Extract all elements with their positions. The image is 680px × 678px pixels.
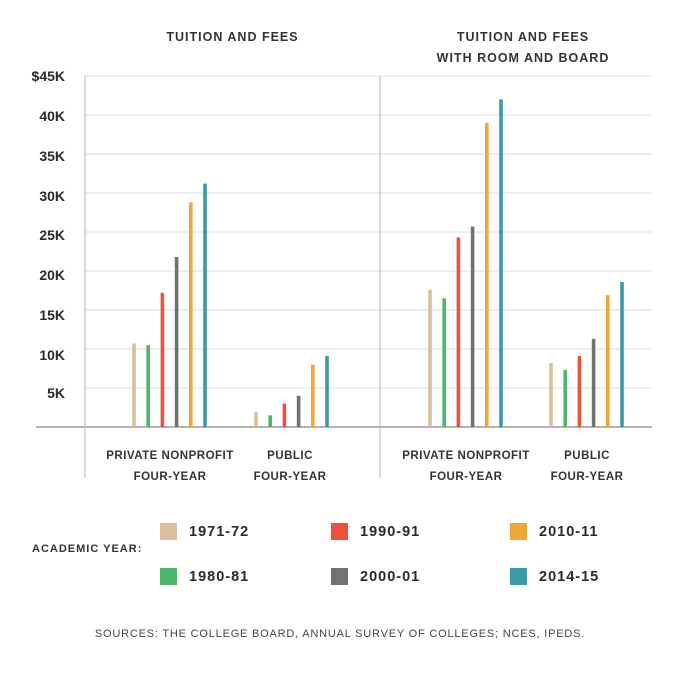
bar-1980-81 bbox=[146, 345, 150, 427]
panel-title-room-board-line-1: TUITION AND FEES bbox=[456, 30, 590, 44]
bar-1990-91 bbox=[160, 292, 165, 427]
bar-2000-01 bbox=[591, 338, 596, 427]
category-label-room-board-public: PUBLIC FOUR-YEAR bbox=[537, 446, 637, 488]
category-label-line-2: FOUR-YEAR bbox=[253, 471, 327, 483]
legend-swatch-2000-01 bbox=[331, 568, 348, 585]
legend-item-2010-11: 2010-11 bbox=[510, 523, 598, 540]
y-tick-label-15k: 15K bbox=[39, 307, 65, 323]
bar-1980-81 bbox=[268, 415, 272, 427]
bar-2014-15 bbox=[499, 99, 503, 428]
bar-2010-11 bbox=[606, 295, 610, 427]
y-tick-label-10k: 10K bbox=[39, 347, 65, 363]
legend-swatch-2014-15 bbox=[510, 568, 527, 585]
legend-label-2010-11: 2010-11 bbox=[539, 523, 599, 540]
legend-label-1980-81: 1980-81 bbox=[189, 568, 250, 585]
y-tick-label-30k: 30K bbox=[39, 188, 65, 204]
bar-2000-01 bbox=[174, 256, 179, 427]
bar-2014-15 bbox=[620, 281, 624, 427]
category-label-tuition-private: PRIVATE NONPROFIT FOUR-YEAR bbox=[100, 446, 240, 488]
legend-label-2014-15: 2014-15 bbox=[539, 568, 600, 585]
bar-1990-91 bbox=[577, 356, 582, 427]
legend-label-2000-01: 2000-01 bbox=[360, 568, 421, 585]
category-label-line-2: FOUR-YEAR bbox=[429, 471, 503, 483]
bar-1990-91 bbox=[456, 237, 461, 427]
y-tick-label-5k: 5K bbox=[47, 385, 65, 401]
legend-item-1971-72: 1971-72 bbox=[160, 523, 249, 540]
bar-2010-11 bbox=[189, 202, 193, 427]
bar-1971-72 bbox=[254, 412, 258, 427]
source-note: SOURCES: THE COLLEGE BOARD, ANNUAL SURVE… bbox=[94, 628, 586, 640]
category-label-line-1: PRIVATE NONPROFIT bbox=[402, 450, 530, 462]
category-label-line-1: PUBLIC bbox=[564, 450, 610, 462]
legend-item-2000-01: 2000-01 bbox=[331, 568, 420, 585]
bar-1971-72 bbox=[549, 363, 553, 427]
bar-2014-15 bbox=[203, 183, 207, 427]
y-tick-label-45k: $45K bbox=[31, 68, 65, 84]
y-tick-label-25k: 25K bbox=[39, 227, 65, 243]
legend-label-1971-72: 1971-72 bbox=[189, 523, 250, 540]
category-label-line-2: FOUR-YEAR bbox=[133, 471, 207, 483]
legend-swatch-2010-11 bbox=[510, 523, 527, 540]
category-label-room-board-private: PRIVATE NONPROFIT FOUR-YEAR bbox=[396, 446, 536, 488]
bar-1971-72 bbox=[132, 343, 136, 427]
panel-title-tuition-line-1: TUITION AND FEES bbox=[166, 30, 299, 44]
legend-item-1980-81: 1980-81 bbox=[160, 568, 249, 585]
bar-2014-15 bbox=[325, 356, 329, 427]
bar-1980-81 bbox=[563, 370, 567, 427]
bar-2000-01 bbox=[470, 226, 475, 427]
legend-swatch-1980-81 bbox=[160, 568, 177, 585]
legend-item-2014-15: 2014-15 bbox=[510, 568, 599, 585]
legend-swatch-1971-72 bbox=[160, 523, 177, 540]
category-label-line-1: PUBLIC bbox=[267, 450, 313, 462]
legend-title: ACADEMIC YEAR: bbox=[32, 543, 143, 555]
bar-1971-72 bbox=[428, 289, 432, 427]
legend-swatch-1990-91 bbox=[331, 523, 348, 540]
y-tick-label-40k: 40K bbox=[39, 108, 65, 124]
panel-title-room-board: TUITION AND FEES WITH ROOM AND BOARD bbox=[380, 27, 666, 69]
category-label-tuition-public: PUBLIC FOUR-YEAR bbox=[240, 446, 340, 488]
bar-2010-11 bbox=[485, 122, 489, 428]
category-label-line-1: PRIVATE NONPROFIT bbox=[106, 450, 234, 462]
y-tick-label-35k: 35K bbox=[39, 148, 65, 164]
bar-1980-81 bbox=[442, 298, 446, 427]
legend-label-1990-91: 1990-91 bbox=[360, 523, 421, 540]
bar-1990-91 bbox=[282, 403, 287, 427]
y-tick-label-20k: 20K bbox=[39, 267, 65, 283]
bar-2000-01 bbox=[296, 395, 301, 427]
category-label-line-2: FOUR-YEAR bbox=[550, 471, 624, 483]
legend-item-1990-91: 1990-91 bbox=[331, 523, 420, 540]
panel-title-room-board-line-2: WITH ROOM AND BOARD bbox=[436, 51, 610, 65]
panel-title-tuition: TUITION AND FEES bbox=[85, 27, 380, 48]
bar-2010-11 bbox=[311, 364, 315, 427]
